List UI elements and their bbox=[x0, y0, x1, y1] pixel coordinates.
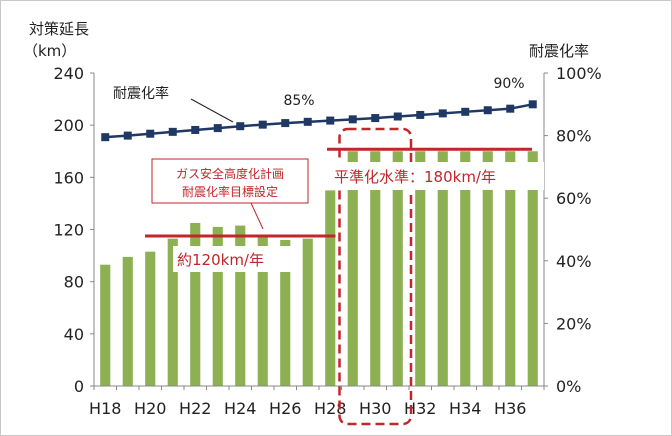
rate-marker bbox=[438, 109, 447, 118]
x-tick-label: H32 bbox=[404, 399, 436, 418]
label-90: 90% bbox=[493, 76, 524, 92]
right-tick-label: 100% bbox=[556, 64, 602, 83]
left-tick-label: 240 bbox=[53, 64, 84, 83]
right-axis-title: 耐震化率 bbox=[529, 42, 589, 60]
bar bbox=[460, 151, 471, 386]
line-series-label: 耐震化率 bbox=[113, 85, 169, 102]
rate-marker bbox=[461, 107, 470, 116]
level-120-label-bg bbox=[173, 246, 291, 272]
left-tick-label: 160 bbox=[53, 168, 84, 187]
level-180-label-bg bbox=[330, 162, 544, 190]
left-tick-label: 80 bbox=[64, 273, 84, 292]
bar bbox=[302, 238, 313, 386]
level-120-label: 約120km/年 bbox=[177, 251, 264, 269]
bar bbox=[122, 256, 133, 386]
rate-marker bbox=[123, 131, 132, 140]
rate-marker bbox=[101, 133, 110, 142]
x-tick-label: H22 bbox=[179, 399, 211, 418]
rate-marker bbox=[348, 115, 357, 124]
right-tick-label: 80% bbox=[556, 127, 592, 146]
highlight-box bbox=[338, 127, 413, 426]
bar bbox=[527, 151, 538, 386]
rate-marker bbox=[393, 112, 402, 121]
right-tick-label: 20% bbox=[556, 314, 592, 333]
rate-marker bbox=[326, 116, 335, 125]
rate-marker bbox=[191, 125, 200, 134]
right-tick-label: 0% bbox=[556, 377, 581, 396]
x-tick-label: H34 bbox=[449, 399, 481, 418]
rate-marker bbox=[303, 117, 312, 126]
x-tick-label: H24 bbox=[224, 399, 256, 418]
bar bbox=[347, 151, 358, 386]
plan-note-line2: 耐震化率目標設定 bbox=[182, 184, 278, 199]
x-tick-label: H26 bbox=[269, 399, 301, 418]
label-85: 85% bbox=[283, 93, 314, 109]
rate-marker bbox=[528, 100, 537, 109]
bar bbox=[370, 151, 381, 386]
rate-marker bbox=[213, 124, 222, 133]
right-tick-label: 40% bbox=[556, 252, 592, 271]
bar bbox=[482, 151, 493, 386]
rate-marker bbox=[371, 114, 380, 123]
rate-marker bbox=[416, 110, 425, 119]
bar bbox=[392, 151, 403, 386]
bar bbox=[257, 236, 268, 386]
bar bbox=[167, 238, 178, 386]
rate-marker bbox=[281, 119, 290, 128]
left-tick-label: 0 bbox=[74, 377, 84, 396]
x-tick-label: H30 bbox=[359, 399, 391, 418]
bar bbox=[415, 151, 426, 386]
left-axis-unit: （km） bbox=[23, 42, 76, 60]
line-label-pointer bbox=[190, 98, 234, 123]
rate-marker bbox=[146, 129, 155, 138]
bar bbox=[437, 151, 448, 386]
bar bbox=[235, 225, 246, 386]
x-tick-label: H18 bbox=[89, 399, 121, 418]
plan-note-line1: ガス安全高度化計画 bbox=[176, 166, 284, 181]
rate-marker bbox=[168, 127, 177, 136]
bar bbox=[145, 251, 156, 386]
rate-marker bbox=[258, 120, 267, 129]
bar bbox=[190, 222, 201, 386]
plan-note-pointer bbox=[250, 202, 264, 230]
left-tick-label: 120 bbox=[53, 221, 84, 240]
x-tick-label: H36 bbox=[494, 399, 526, 418]
bar bbox=[212, 226, 223, 386]
rate-marker bbox=[483, 106, 492, 115]
right-tick-label: 60% bbox=[556, 189, 592, 208]
left-tick-label: 40 bbox=[64, 325, 84, 344]
plan-note-box bbox=[151, 158, 309, 204]
bar bbox=[100, 264, 111, 386]
left-axis-title: 対策延長 bbox=[29, 20, 89, 38]
left-tick-label: 200 bbox=[53, 116, 84, 135]
x-tick-label: H20 bbox=[134, 399, 166, 418]
level-180-label: 平準化水準：180km/年 bbox=[334, 168, 496, 186]
rate-marker bbox=[506, 104, 515, 113]
rate-marker bbox=[236, 122, 245, 131]
x-tick-label: H28 bbox=[314, 399, 346, 418]
bar bbox=[325, 190, 336, 386]
bar bbox=[505, 151, 516, 386]
bar bbox=[280, 239, 291, 386]
